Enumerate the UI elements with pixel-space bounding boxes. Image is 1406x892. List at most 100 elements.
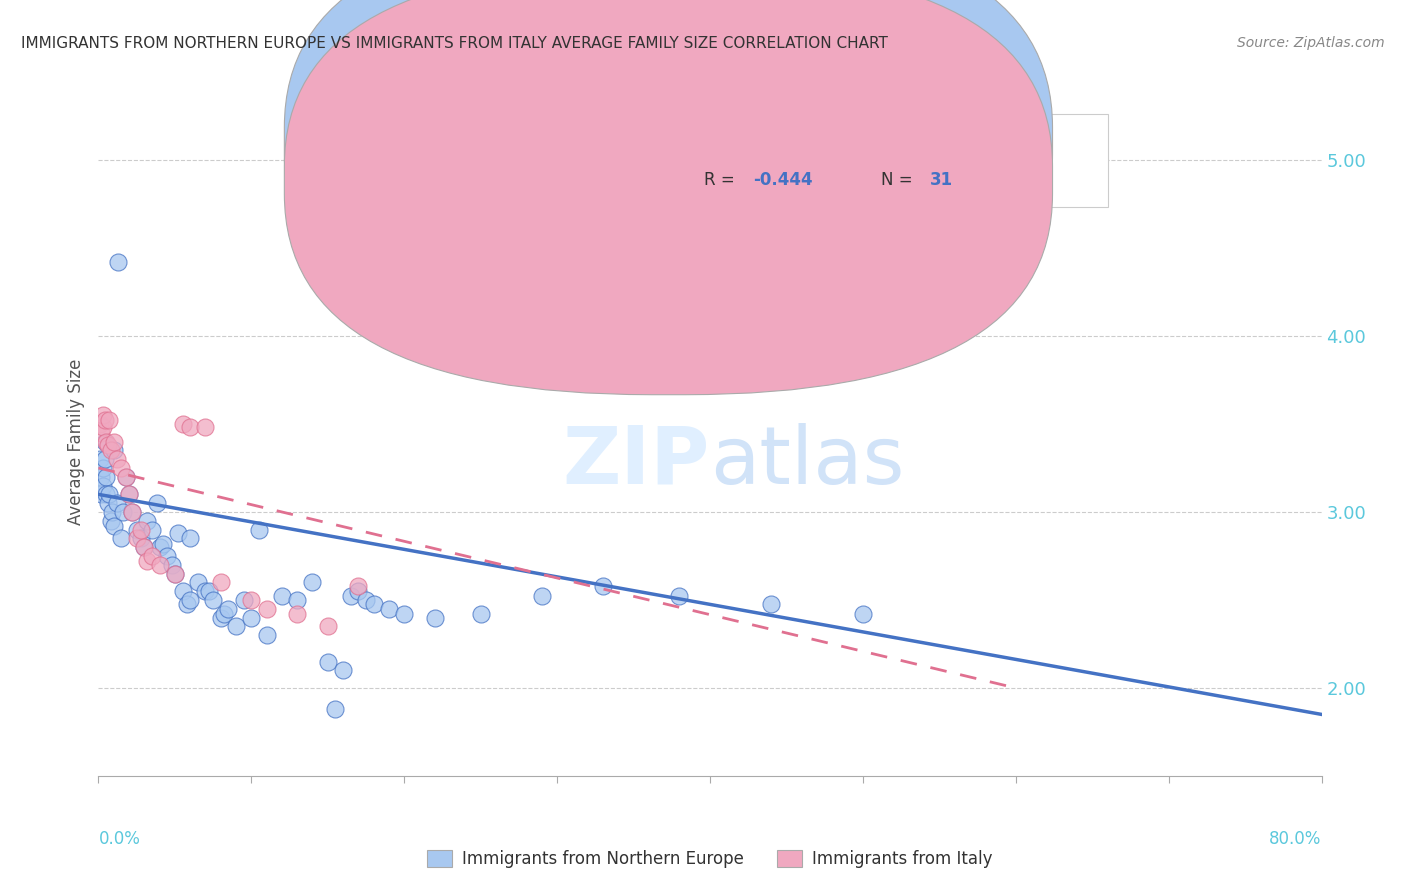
Legend: Immigrants from Northern Europe, Immigrants from Italy: Immigrants from Northern Europe, Immigra… — [420, 843, 1000, 875]
Point — [118, 487, 141, 501]
Point — [141, 523, 163, 537]
Point — [167, 526, 190, 541]
Point — [423, 610, 446, 624]
Point — [129, 532, 152, 546]
Point — [187, 575, 209, 590]
Point — [339, 590, 361, 604]
Y-axis label: Average Family Size: Average Family Size — [66, 359, 84, 524]
Point — [179, 593, 201, 607]
Point — [172, 584, 194, 599]
Point — [103, 434, 125, 449]
Point — [152, 536, 174, 550]
Point — [91, 478, 114, 492]
Point — [121, 505, 143, 519]
Point — [363, 597, 385, 611]
Point — [94, 469, 117, 483]
Point — [115, 469, 138, 483]
Point — [105, 496, 128, 510]
Text: 69: 69 — [931, 132, 953, 150]
Point — [163, 566, 186, 581]
Point — [149, 540, 172, 554]
Point — [118, 487, 141, 501]
Point — [232, 593, 254, 607]
Point — [156, 549, 179, 563]
Point — [91, 408, 114, 422]
Point — [225, 619, 247, 633]
Point — [247, 523, 270, 537]
Point — [256, 601, 278, 615]
FancyBboxPatch shape — [284, 0, 1053, 394]
Point — [93, 434, 115, 449]
Point — [240, 593, 263, 607]
Point — [354, 593, 377, 607]
Point — [97, 496, 120, 510]
Point — [107, 255, 129, 269]
Point — [332, 664, 354, 678]
Point — [89, 452, 111, 467]
Point — [121, 505, 143, 519]
Point — [94, 434, 117, 449]
Point — [91, 420, 114, 434]
Text: 80.0%: 80.0% — [1270, 830, 1322, 847]
Text: Source: ZipAtlas.com: Source: ZipAtlas.com — [1237, 36, 1385, 50]
Point — [316, 655, 339, 669]
Point — [285, 607, 308, 621]
Point — [100, 514, 122, 528]
Text: ZIP: ZIP — [562, 423, 710, 500]
Point — [110, 532, 132, 546]
Point — [136, 554, 159, 568]
Point — [194, 420, 217, 434]
FancyBboxPatch shape — [630, 114, 1108, 208]
Point — [90, 487, 112, 501]
Point — [197, 584, 219, 599]
Point — [94, 487, 117, 501]
Point — [93, 413, 115, 427]
Point — [668, 590, 690, 604]
Point — [316, 619, 339, 633]
Point — [90, 425, 112, 440]
Point — [145, 496, 167, 510]
Point — [98, 487, 121, 501]
Text: 0.0%: 0.0% — [98, 830, 141, 847]
Text: 31: 31 — [931, 171, 953, 189]
Point — [125, 523, 148, 537]
Point — [852, 607, 875, 621]
Point — [98, 413, 121, 427]
Point — [217, 601, 239, 615]
Text: -0.482: -0.482 — [752, 132, 813, 150]
Point — [125, 532, 148, 546]
Point — [89, 417, 111, 431]
Point — [530, 590, 553, 604]
Point — [141, 549, 163, 563]
Point — [115, 469, 138, 483]
Point — [163, 566, 186, 581]
Text: -0.444: -0.444 — [752, 171, 813, 189]
Point — [392, 607, 416, 621]
Point — [103, 519, 125, 533]
Point — [129, 523, 152, 537]
Point — [325, 702, 347, 716]
Point — [209, 575, 232, 590]
Point — [105, 452, 128, 467]
Point — [209, 610, 232, 624]
Point — [378, 601, 401, 615]
Point — [285, 593, 308, 607]
Point — [100, 443, 122, 458]
Point — [470, 607, 492, 621]
Point — [110, 461, 132, 475]
Point — [103, 443, 125, 458]
Point — [111, 505, 134, 519]
Point — [301, 575, 323, 590]
Point — [160, 558, 183, 572]
Point — [256, 628, 278, 642]
Text: R =: R = — [704, 171, 740, 189]
Point — [176, 597, 198, 611]
Point — [179, 420, 201, 434]
Point — [179, 532, 201, 546]
Point — [172, 417, 194, 431]
Point — [202, 593, 225, 607]
Point — [759, 597, 782, 611]
Point — [93, 452, 115, 467]
Point — [212, 607, 235, 621]
Point — [101, 505, 124, 519]
